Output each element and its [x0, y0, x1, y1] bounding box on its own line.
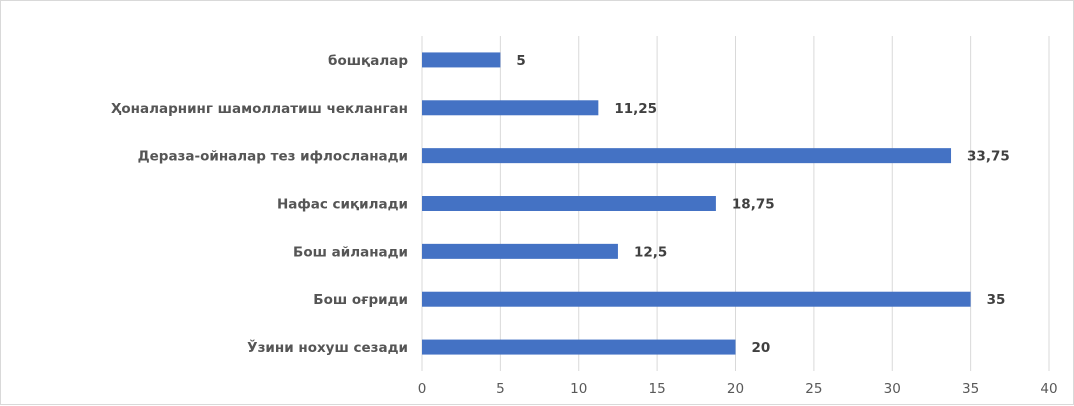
x-tick-label: 25 — [805, 381, 822, 397]
x-tick-label: 10 — [570, 381, 587, 397]
data-labels: 5 11,25 33,75 18,75 12,5 35 20 — [516, 53, 1009, 356]
x-tick-label: 20 — [727, 381, 744, 397]
category-label: Ҳоналарнинг шамоллатиш чекланган — [111, 101, 408, 117]
data-label: 33,75 — [967, 149, 1010, 165]
bar — [422, 196, 716, 211]
bar — [422, 100, 599, 116]
x-tick-label: 5 — [496, 381, 505, 397]
category-label: Дераза-ойналар тез ифлосланади — [138, 149, 408, 165]
data-label: 5 — [516, 53, 525, 69]
bar — [422, 148, 952, 164]
x-tick-label: 15 — [649, 381, 666, 397]
bar — [422, 339, 736, 355]
x-tick-label: 0 — [418, 381, 427, 397]
bar — [422, 243, 618, 259]
data-label: 35 — [987, 292, 1006, 308]
category-label: Бош оғриди — [313, 292, 408, 308]
x-tick-label: 35 — [962, 381, 979, 397]
category-label: Ўзини нохуш сезади — [247, 339, 408, 356]
data-label: 20 — [752, 340, 771, 356]
data-label: 18,75 — [732, 197, 775, 213]
bar — [422, 52, 501, 68]
gridlines — [421, 36, 1050, 371]
category-labels: бошқалар Ҳоналарнинг шамоллатиш чекланган… — [111, 53, 408, 356]
category-label: Бош айланади — [293, 244, 408, 260]
x-tick-label: 30 — [884, 381, 901, 397]
category-label: Нафас сиқилади — [277, 197, 408, 213]
data-label: 11,25 — [614, 101, 657, 117]
data-label: 12,5 — [634, 244, 667, 260]
bar — [422, 291, 971, 307]
x-axis-ticks: 0 5 10 15 20 25 30 35 40 — [418, 381, 1058, 397]
bars — [422, 52, 971, 355]
x-tick-label: 40 — [1040, 381, 1057, 397]
category-label: бошқалар — [328, 53, 408, 69]
